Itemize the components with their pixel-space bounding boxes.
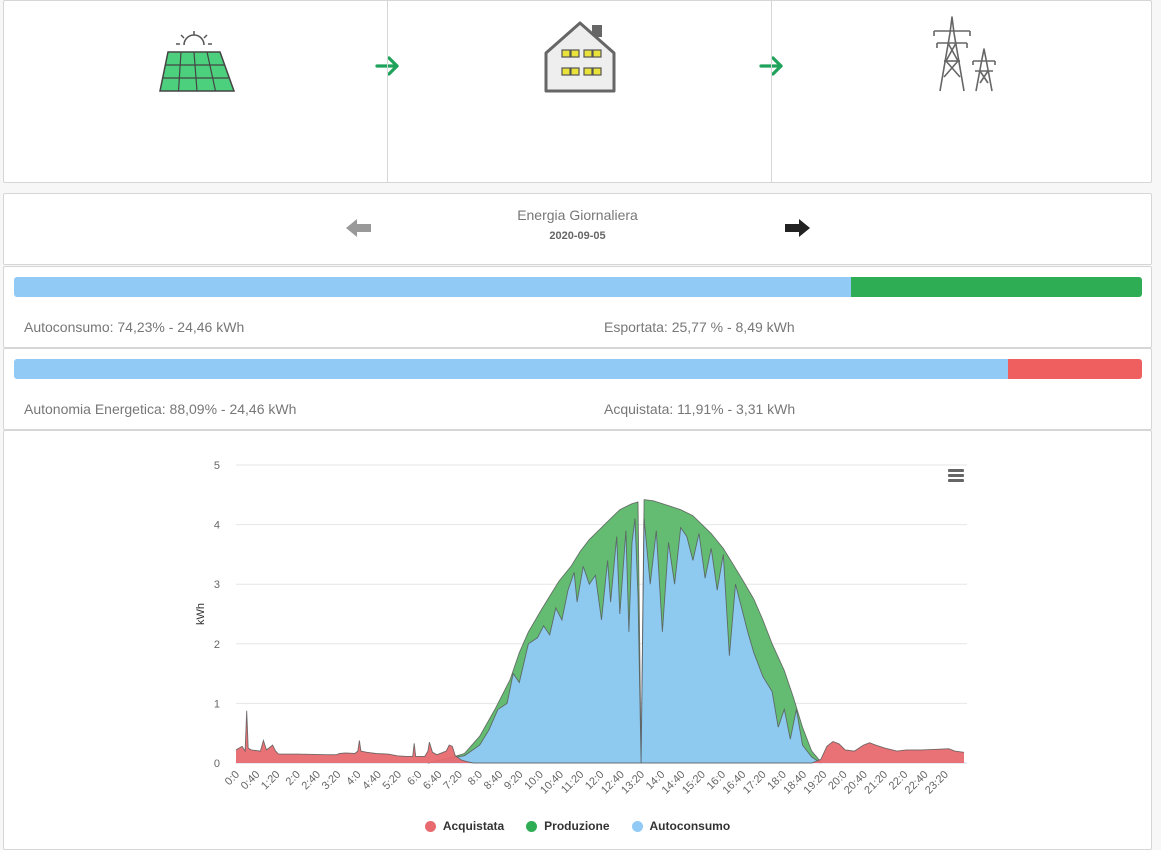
flow-cell-solar	[4, 1, 399, 182]
x-tick-label: 7:20	[441, 769, 465, 793]
page-title: Energia Giornaliera	[517, 207, 638, 223]
x-tick-label: 17:20	[741, 769, 769, 797]
autonomia-label: Autonomia Energetica: 88,09% - 24,46 kWh	[24, 401, 297, 417]
x-tick-label: 21:20	[862, 769, 890, 797]
legend-item[interactable]: Produzione	[526, 819, 610, 833]
series-line-acquistata	[235, 710, 965, 764]
power-pylon-icon	[933, 16, 996, 92]
date-navigation: Energia Giornaliera 2020-09-05	[3, 193, 1152, 265]
legend-item[interactable]: Autoconsumo	[631, 819, 731, 833]
x-tick-label: 5:20	[380, 769, 404, 793]
autonomia-segment	[14, 359, 1008, 379]
hamburger-menu-icon[interactable]	[948, 469, 964, 484]
house-icon	[544, 21, 616, 93]
x-tick-label: 0:40	[239, 769, 263, 793]
y-tick-label: 4	[214, 520, 220, 532]
self-consumption-bar	[14, 277, 1142, 297]
energy-autonomy-bar	[14, 359, 1142, 379]
x-tick-label: 9:20	[502, 769, 526, 793]
x-tick-label: 10:40	[538, 769, 566, 797]
chart-legend: Acquistata Produzione Autoconsumo	[4, 819, 1151, 833]
legend-marker-icon	[526, 820, 538, 832]
series-area-acquistata	[236, 710, 964, 763]
prev-day-button[interactable]	[344, 216, 374, 240]
y-tick-label: 2	[214, 639, 220, 651]
flow-cell-grid	[771, 1, 1155, 182]
self-consumption-panel: Autoconsumo: 74,23% - 24,46 kWh Esportat…	[3, 266, 1152, 348]
legend-marker-icon	[424, 820, 436, 832]
x-tick-label: 8:40	[482, 769, 506, 793]
energy-chart-panel: 0 1 2 3 4 5 kWh 0:0 0:40 1:20 2:0 2:40 3:20 4:0 4:40 5:…	[3, 430, 1152, 850]
x-tick-label: 15:20	[680, 769, 708, 797]
acquistata-segment	[1007, 359, 1142, 379]
x-tick-label: 23:20	[923, 769, 951, 797]
x-tick-label: 1:20	[259, 769, 283, 793]
solar-panel-icon	[159, 31, 236, 92]
flow-cell-house	[387, 1, 783, 182]
y-axis-title: kWh	[195, 603, 207, 625]
legend-label: Autoconsumo	[649, 819, 731, 833]
x-tick-label: 19:20	[801, 769, 829, 797]
y-tick-label: 3	[214, 579, 220, 591]
esportata-label: Esportata: 25,77 % - 8,49 kWh	[604, 319, 795, 335]
next-day-button[interactable]	[782, 216, 812, 240]
legend-label: Acquistata	[442, 819, 505, 833]
series-area-autoconsumo	[427, 518, 821, 763]
legend-label: Produzione	[544, 819, 610, 833]
x-tick-label: 11:20	[559, 769, 586, 796]
x-tick-label: 13:20	[619, 769, 647, 797]
current-date: 2020-09-05	[549, 230, 606, 242]
autoconsumo-segment	[14, 277, 852, 297]
series-line-autoconsumo	[427, 518, 822, 764]
y-tick-label: 0	[214, 758, 220, 770]
y-tick-label: 1	[214, 698, 220, 710]
energy-flow-panel	[3, 0, 1152, 183]
energy-autonomy-panel: Autonomia Energetica: 88,09% - 24,46 kWh…	[3, 348, 1152, 430]
x-tick-label: 3:20	[320, 769, 344, 793]
legend-item[interactable]: Acquistata	[424, 819, 505, 833]
x-tick-label: 6:40	[421, 769, 445, 793]
autoconsumo-label: Autoconsumo: 74,23% - 24,46 kWh	[24, 319, 245, 335]
acquistata-label: Acquistata: 11,91% - 3,31 kWh	[604, 401, 796, 417]
legend-marker-icon	[631, 820, 643, 832]
esportata-segment	[851, 277, 1142, 297]
x-tick-label: 2:40	[299, 769, 323, 793]
y-tick-label: 5	[214, 460, 220, 472]
x-tick-label: 4:40	[360, 769, 384, 793]
